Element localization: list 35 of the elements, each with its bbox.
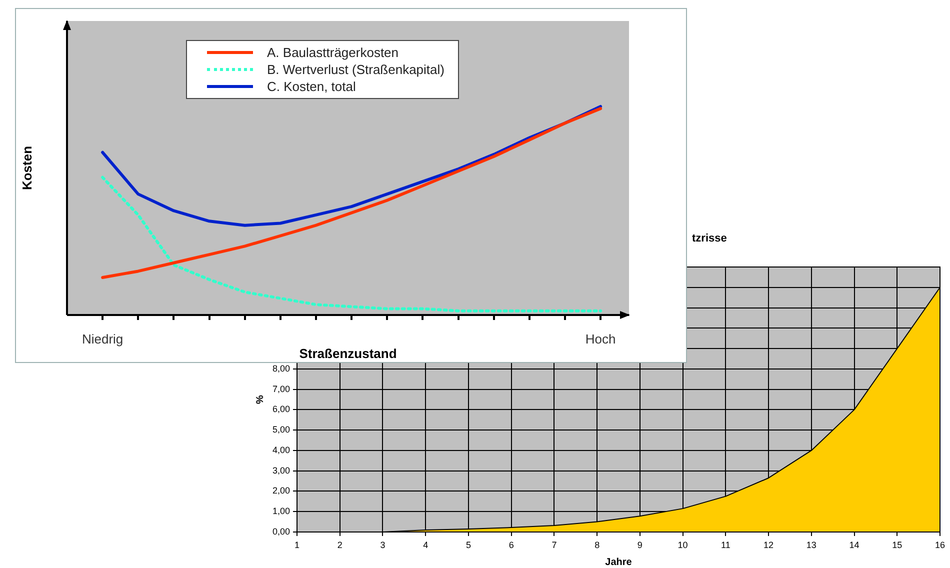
y-tick-label: 5,00 [272, 424, 290, 435]
y-axis-title: Kosten [19, 146, 34, 190]
y-tick-label: 6,00 [272, 404, 290, 414]
y-tick-label: 1,00 [272, 506, 290, 516]
x-tick-label: 14 [849, 540, 860, 550]
x-axis-title: Jahre [605, 556, 632, 568]
chart-title: tzrisse [692, 232, 727, 245]
y-tick-label: 2,00 [272, 486, 290, 496]
x-tick-label: 1 [294, 540, 300, 550]
y-tick-label: 3,00 [272, 465, 290, 476]
y-tick-label: 8,00 [272, 363, 290, 374]
x-axis-title: Straßenzustand [299, 346, 397, 361]
x-tick-label: 8 [594, 540, 600, 550]
x-tick-label: 12 [764, 540, 774, 550]
x-tick-label: 7 [552, 540, 557, 550]
x-tick-label: 13 [806, 540, 816, 550]
y-tick-label: 7,00 [272, 384, 290, 394]
y-tick-label: 4,00 [272, 444, 290, 455]
x-tick-label: 5 [466, 540, 471, 550]
x-tick-label: Hoch [585, 331, 616, 346]
x-tick-label: Niedrig [82, 331, 124, 346]
x-tick-label: 3 [380, 540, 386, 550]
x-tick-label: 4 [423, 540, 428, 550]
y-axis-title: % [254, 394, 266, 404]
x-tick-label: 6 [508, 540, 514, 550]
legend-label: C. Kosten, total [267, 78, 356, 95]
x-tick-label: 16 [934, 540, 946, 550]
legend-label: B. Wertverlust (Straßenkapital) [267, 61, 444, 78]
y-tick-label: 0,00 [272, 526, 290, 536]
x-tick-label: 15 [892, 540, 902, 550]
x-tick-label: 2 [337, 540, 342, 550]
x-tick-label: 11 [720, 540, 730, 550]
legend-label: A. Baulastträgerkosten [267, 44, 399, 61]
x-tick-label: 9 [637, 540, 642, 550]
x-tick-label: 10 [678, 540, 688, 550]
